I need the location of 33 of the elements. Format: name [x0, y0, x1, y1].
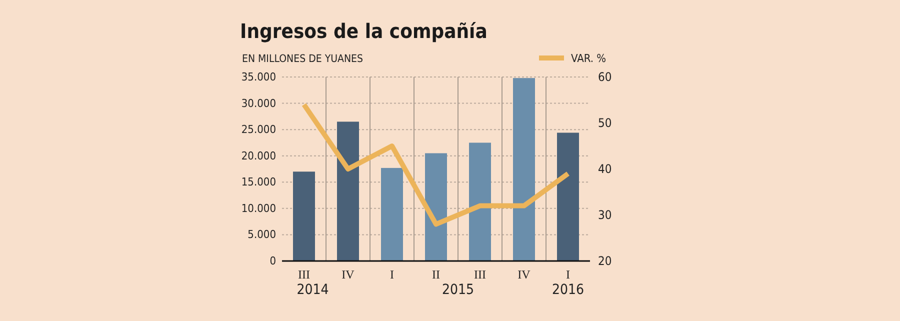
- y-tick-label: 5.000: [248, 228, 276, 242]
- text: 2015: [442, 282, 474, 298]
- bar: [337, 122, 359, 261]
- chart-title: Ingresos de la compañía: [240, 19, 488, 43]
- bar: [381, 168, 403, 261]
- y2-tick-label: 40: [598, 162, 612, 176]
- bar: [469, 142, 491, 261]
- y2-tick-label: 20: [598, 254, 612, 268]
- x-tick-label: III: [474, 268, 486, 282]
- legend-label: VAR. %: [571, 52, 606, 65]
- x-tick-label: I: [390, 268, 394, 282]
- x-tick-label: IV: [518, 268, 531, 282]
- bar: [293, 172, 315, 261]
- text: 2014: [296, 282, 329, 298]
- y2-tick-label: 30: [598, 208, 612, 222]
- y-tick-label: 35.000: [241, 70, 276, 84]
- y2-tick-label: 50: [598, 116, 612, 130]
- x-tick-label: II: [432, 268, 440, 282]
- y-tick-label: 0: [270, 254, 276, 268]
- y-tick-label: 20.000: [241, 149, 276, 162]
- text: 2016: [552, 282, 584, 298]
- bar: [513, 78, 535, 261]
- y-tick-label: 15.000: [241, 176, 276, 189]
- y-tick-label: 25.000: [241, 123, 276, 136]
- y2-tick-label: 60: [598, 70, 612, 84]
- x-tick-label: III: [298, 268, 310, 282]
- x-tick-label: IV: [342, 268, 355, 282]
- y-axis-title: EN MILLONES DE YUANES: [242, 53, 363, 65]
- x-tick-label: I: [566, 268, 570, 282]
- bar: [557, 132, 579, 261]
- y-tick-label: 10.000: [241, 202, 276, 215]
- y-tick-label: 30.000: [241, 96, 276, 110]
- bar: [425, 153, 447, 261]
